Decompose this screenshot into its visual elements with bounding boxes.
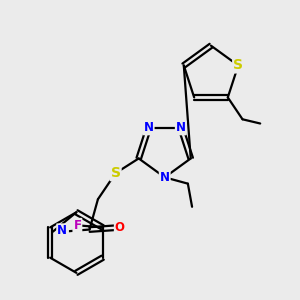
Text: N: N xyxy=(57,224,67,237)
Text: N: N xyxy=(144,122,154,134)
Text: N: N xyxy=(176,122,186,134)
Text: O: O xyxy=(115,221,125,234)
Text: F: F xyxy=(74,219,81,232)
Text: H: H xyxy=(59,226,68,237)
Text: S: S xyxy=(111,166,121,180)
Text: S: S xyxy=(233,58,243,72)
Text: N: N xyxy=(160,171,170,184)
